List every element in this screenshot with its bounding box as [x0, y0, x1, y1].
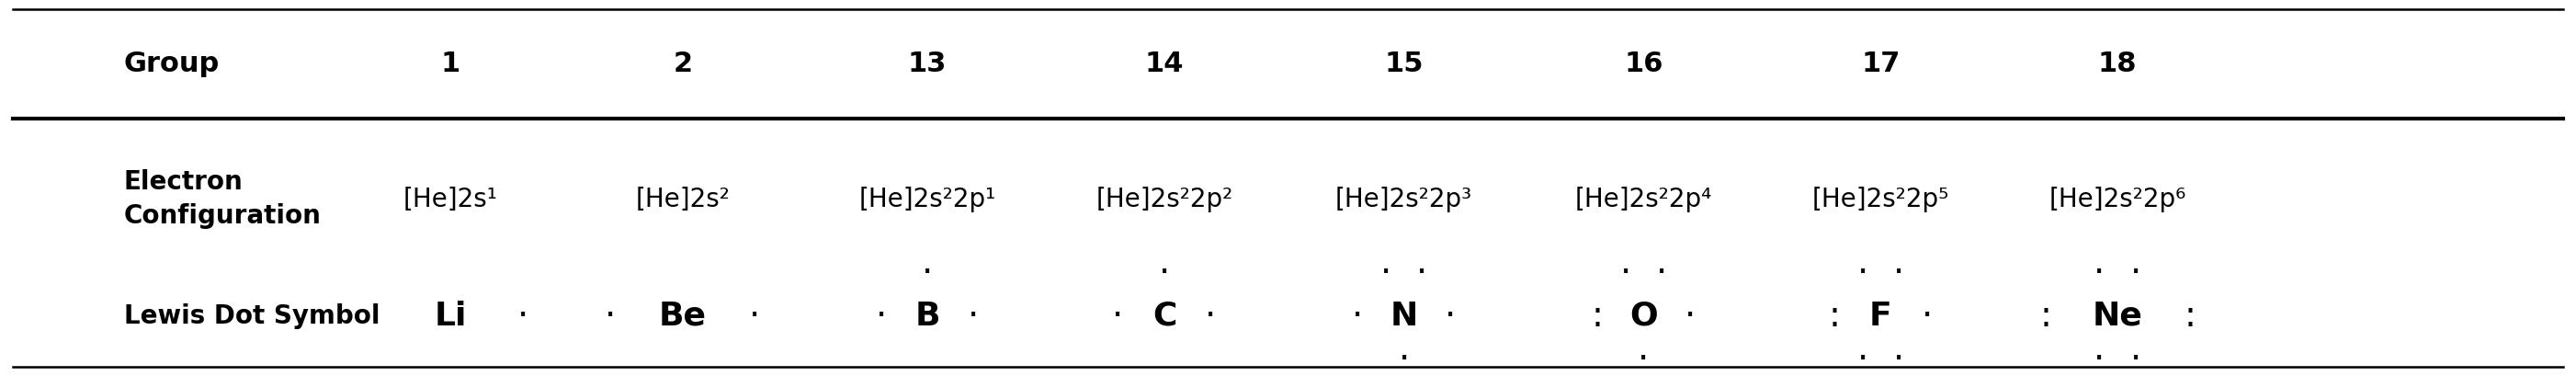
Text: [He]2s²2p¹: [He]2s²2p¹ [858, 186, 997, 212]
Text: ·: · [1206, 299, 1216, 333]
Text: ·: · [1417, 255, 1427, 290]
Text: ·: · [1857, 342, 1868, 376]
Text: [He]2s²2p²: [He]2s²2p² [1095, 186, 1234, 212]
Text: 1: 1 [440, 51, 461, 77]
Text: O: O [1631, 300, 1656, 332]
Text: ·: · [2130, 255, 2141, 290]
Text: ·: · [1113, 299, 1123, 333]
Text: ·: · [1445, 299, 1455, 333]
Text: Lewis Dot Symbol: Lewis Dot Symbol [124, 303, 379, 329]
Text: N: N [1391, 300, 1417, 332]
Text: ·: · [750, 299, 760, 333]
Text: [He]2s²2p⁵: [He]2s²2p⁵ [1811, 186, 1950, 212]
Text: ·: · [876, 299, 886, 333]
Text: ·: · [1656, 255, 1667, 290]
Text: :: : [1592, 299, 1602, 333]
Text: ·: · [2094, 255, 2105, 290]
Text: :: : [1829, 299, 1839, 333]
Text: [He]2s²2p³: [He]2s²2p³ [1334, 186, 1473, 212]
Text: 15: 15 [1383, 51, 1425, 77]
Text: [He]2s¹: [He]2s¹ [404, 186, 497, 212]
Text: ·: · [1620, 255, 1631, 290]
Text: ·: · [1893, 342, 1904, 376]
Text: :: : [2184, 299, 2195, 333]
Text: ·: · [1922, 299, 1932, 333]
Text: ·: · [1352, 299, 1363, 333]
Text: Li: Li [435, 300, 466, 332]
Text: B: B [914, 300, 940, 332]
Text: [He]2s²2p⁶: [He]2s²2p⁶ [2048, 186, 2187, 212]
Text: ·: · [922, 255, 933, 290]
Text: 13: 13 [907, 51, 948, 77]
Text: F: F [1870, 300, 1891, 332]
Text: 16: 16 [1623, 51, 1664, 77]
Text: 18: 18 [2097, 51, 2138, 77]
Text: C: C [1151, 300, 1177, 332]
Text: ·: · [2130, 342, 2141, 376]
Text: Electron
Configuration: Electron Configuration [124, 170, 322, 229]
Text: ·: · [605, 299, 616, 333]
Text: ·: · [1638, 342, 1649, 376]
Text: ·: · [2094, 342, 2105, 376]
Text: 17: 17 [1860, 51, 1901, 77]
Text: [He]2s²2p⁴: [He]2s²2p⁴ [1574, 186, 1713, 212]
Text: :: : [2040, 299, 2050, 333]
Text: 14: 14 [1144, 51, 1185, 77]
Text: ·: · [1159, 255, 1170, 290]
Text: ·: · [1381, 255, 1391, 290]
Text: ·: · [1685, 299, 1695, 333]
Text: [He]2s²: [He]2s² [636, 186, 729, 212]
Text: Be: Be [659, 300, 706, 332]
Text: ·: · [1857, 255, 1868, 290]
Text: ·: · [1893, 255, 1904, 290]
Text: 2: 2 [672, 51, 693, 77]
Text: Ne: Ne [2092, 300, 2143, 332]
Text: ·: · [1399, 342, 1409, 376]
Text: ·: · [969, 299, 979, 333]
Text: Group: Group [124, 51, 219, 77]
Text: ·: · [518, 299, 528, 333]
